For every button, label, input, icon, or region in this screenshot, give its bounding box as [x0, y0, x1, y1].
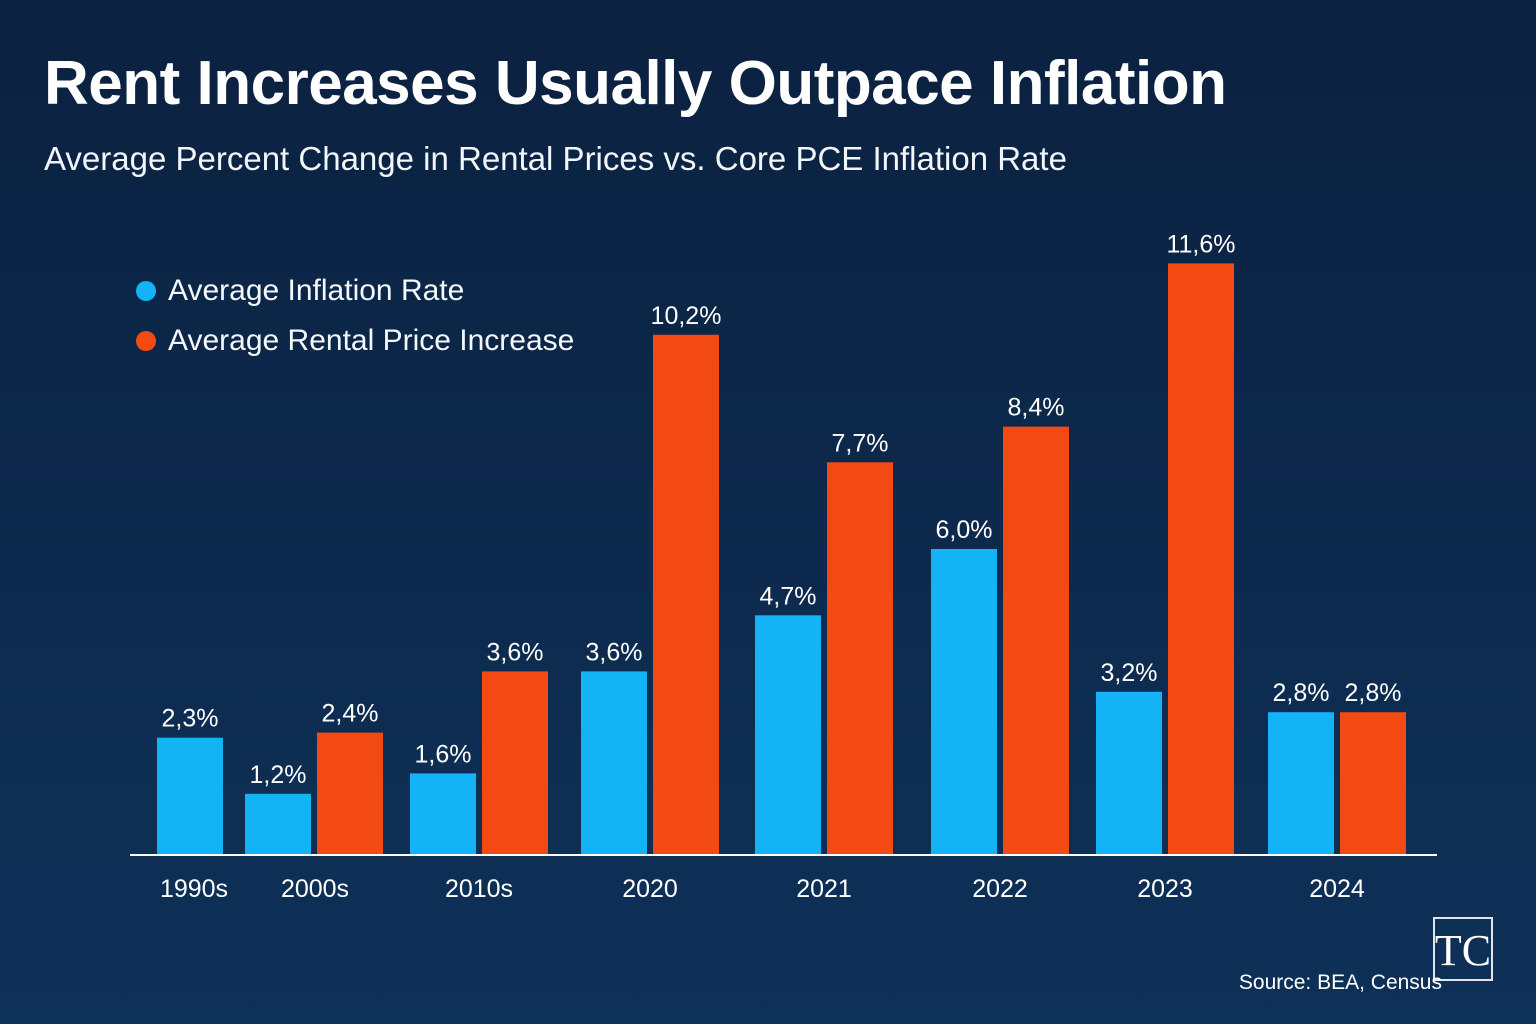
data-label-inflation-2024: 2,8%	[1273, 679, 1330, 707]
category-label-1990s: 1990s	[160, 875, 228, 903]
data-label-rent-2023: 11,6%	[1166, 230, 1235, 258]
data-label-inflation-2021: 4,7%	[760, 582, 817, 610]
data-label-rent-2021: 7,7%	[832, 429, 889, 457]
bar-rent-2022	[1003, 426, 1069, 855]
bar-inflation-2020	[581, 671, 647, 855]
legend-item-rent: Average Rental Price Increase	[136, 316, 574, 366]
data-label-rent-2020: 10,2%	[651, 302, 722, 330]
bar-inflation-1990s	[157, 737, 223, 855]
legend-swatch-inflation	[136, 281, 156, 301]
bar-rent-2000s	[317, 732, 383, 855]
data-label-inflation-2010s: 1,6%	[415, 740, 472, 768]
bar-rent-2010s	[482, 671, 548, 855]
data-label-inflation-2020: 3,6%	[586, 638, 643, 666]
bar-inflation-2000s	[245, 793, 311, 855]
bar-rent-2023	[1168, 263, 1234, 855]
tc-monogram-icon: TC	[1433, 917, 1493, 981]
bar-inflation-2023	[1096, 691, 1162, 855]
data-label-inflation-2000s: 1,2%	[250, 761, 307, 789]
category-labels: 1990s 2000s 2010s 2020 2021 2022 2023 2024	[160, 875, 1365, 903]
legend-label-inflation: Average Inflation Rate	[168, 274, 465, 307]
chart-title: Rent Increases Usually Outpace Inflation	[44, 49, 1227, 118]
category-label-2020: 2020	[622, 875, 678, 903]
data-label-rent-2024: 2,8%	[1345, 679, 1402, 707]
legend-label-rent: Average Rental Price Increase	[168, 324, 575, 357]
category-label-2010s: 2010s	[445, 875, 513, 903]
data-label-inflation-2023: 3,2%	[1101, 659, 1158, 687]
svg-text:TC: TC	[1435, 926, 1491, 975]
legend-swatch-rent	[136, 331, 156, 351]
bar-inflation-2021	[755, 615, 821, 855]
chart-subtitle: Average Percent Change in Rental Prices …	[44, 140, 1067, 177]
bar-inflation-2022	[931, 549, 997, 855]
data-label-rent-2000s: 2,4%	[322, 700, 379, 728]
data-label-inflation-1990s: 2,3%	[162, 705, 219, 733]
category-label-2021: 2021	[796, 875, 852, 903]
category-label-2023: 2023	[1137, 875, 1193, 903]
bar-rent-2024	[1340, 712, 1406, 855]
data-label-rent-2022: 8,4%	[1008, 394, 1065, 422]
category-label-2000s: 2000s	[281, 875, 349, 903]
bar-inflation-2010s	[410, 773, 476, 855]
category-label-2022: 2022	[972, 875, 1028, 903]
bars-group: 2,3% 1,2% 2,4% 1,6% 3,6% 3,6% 10,2% 4,7% 7,7% 6,0…	[157, 230, 1406, 855]
data-label-inflation-2022: 6,0%	[936, 516, 993, 544]
bar-inflation-2024	[1268, 712, 1334, 855]
source-note: Source: BEA, Census	[1238, 971, 1442, 994]
data-label-rent-2010s: 3,6%	[487, 638, 544, 666]
legend: Average Inflation Rate Average Rental Pr…	[136, 266, 574, 366]
bar-rent-2021	[827, 462, 893, 855]
legend-item-inflation: Average Inflation Rate	[136, 266, 574, 316]
bar-rent-2020	[653, 334, 719, 855]
category-label-2024: 2024	[1309, 875, 1365, 903]
